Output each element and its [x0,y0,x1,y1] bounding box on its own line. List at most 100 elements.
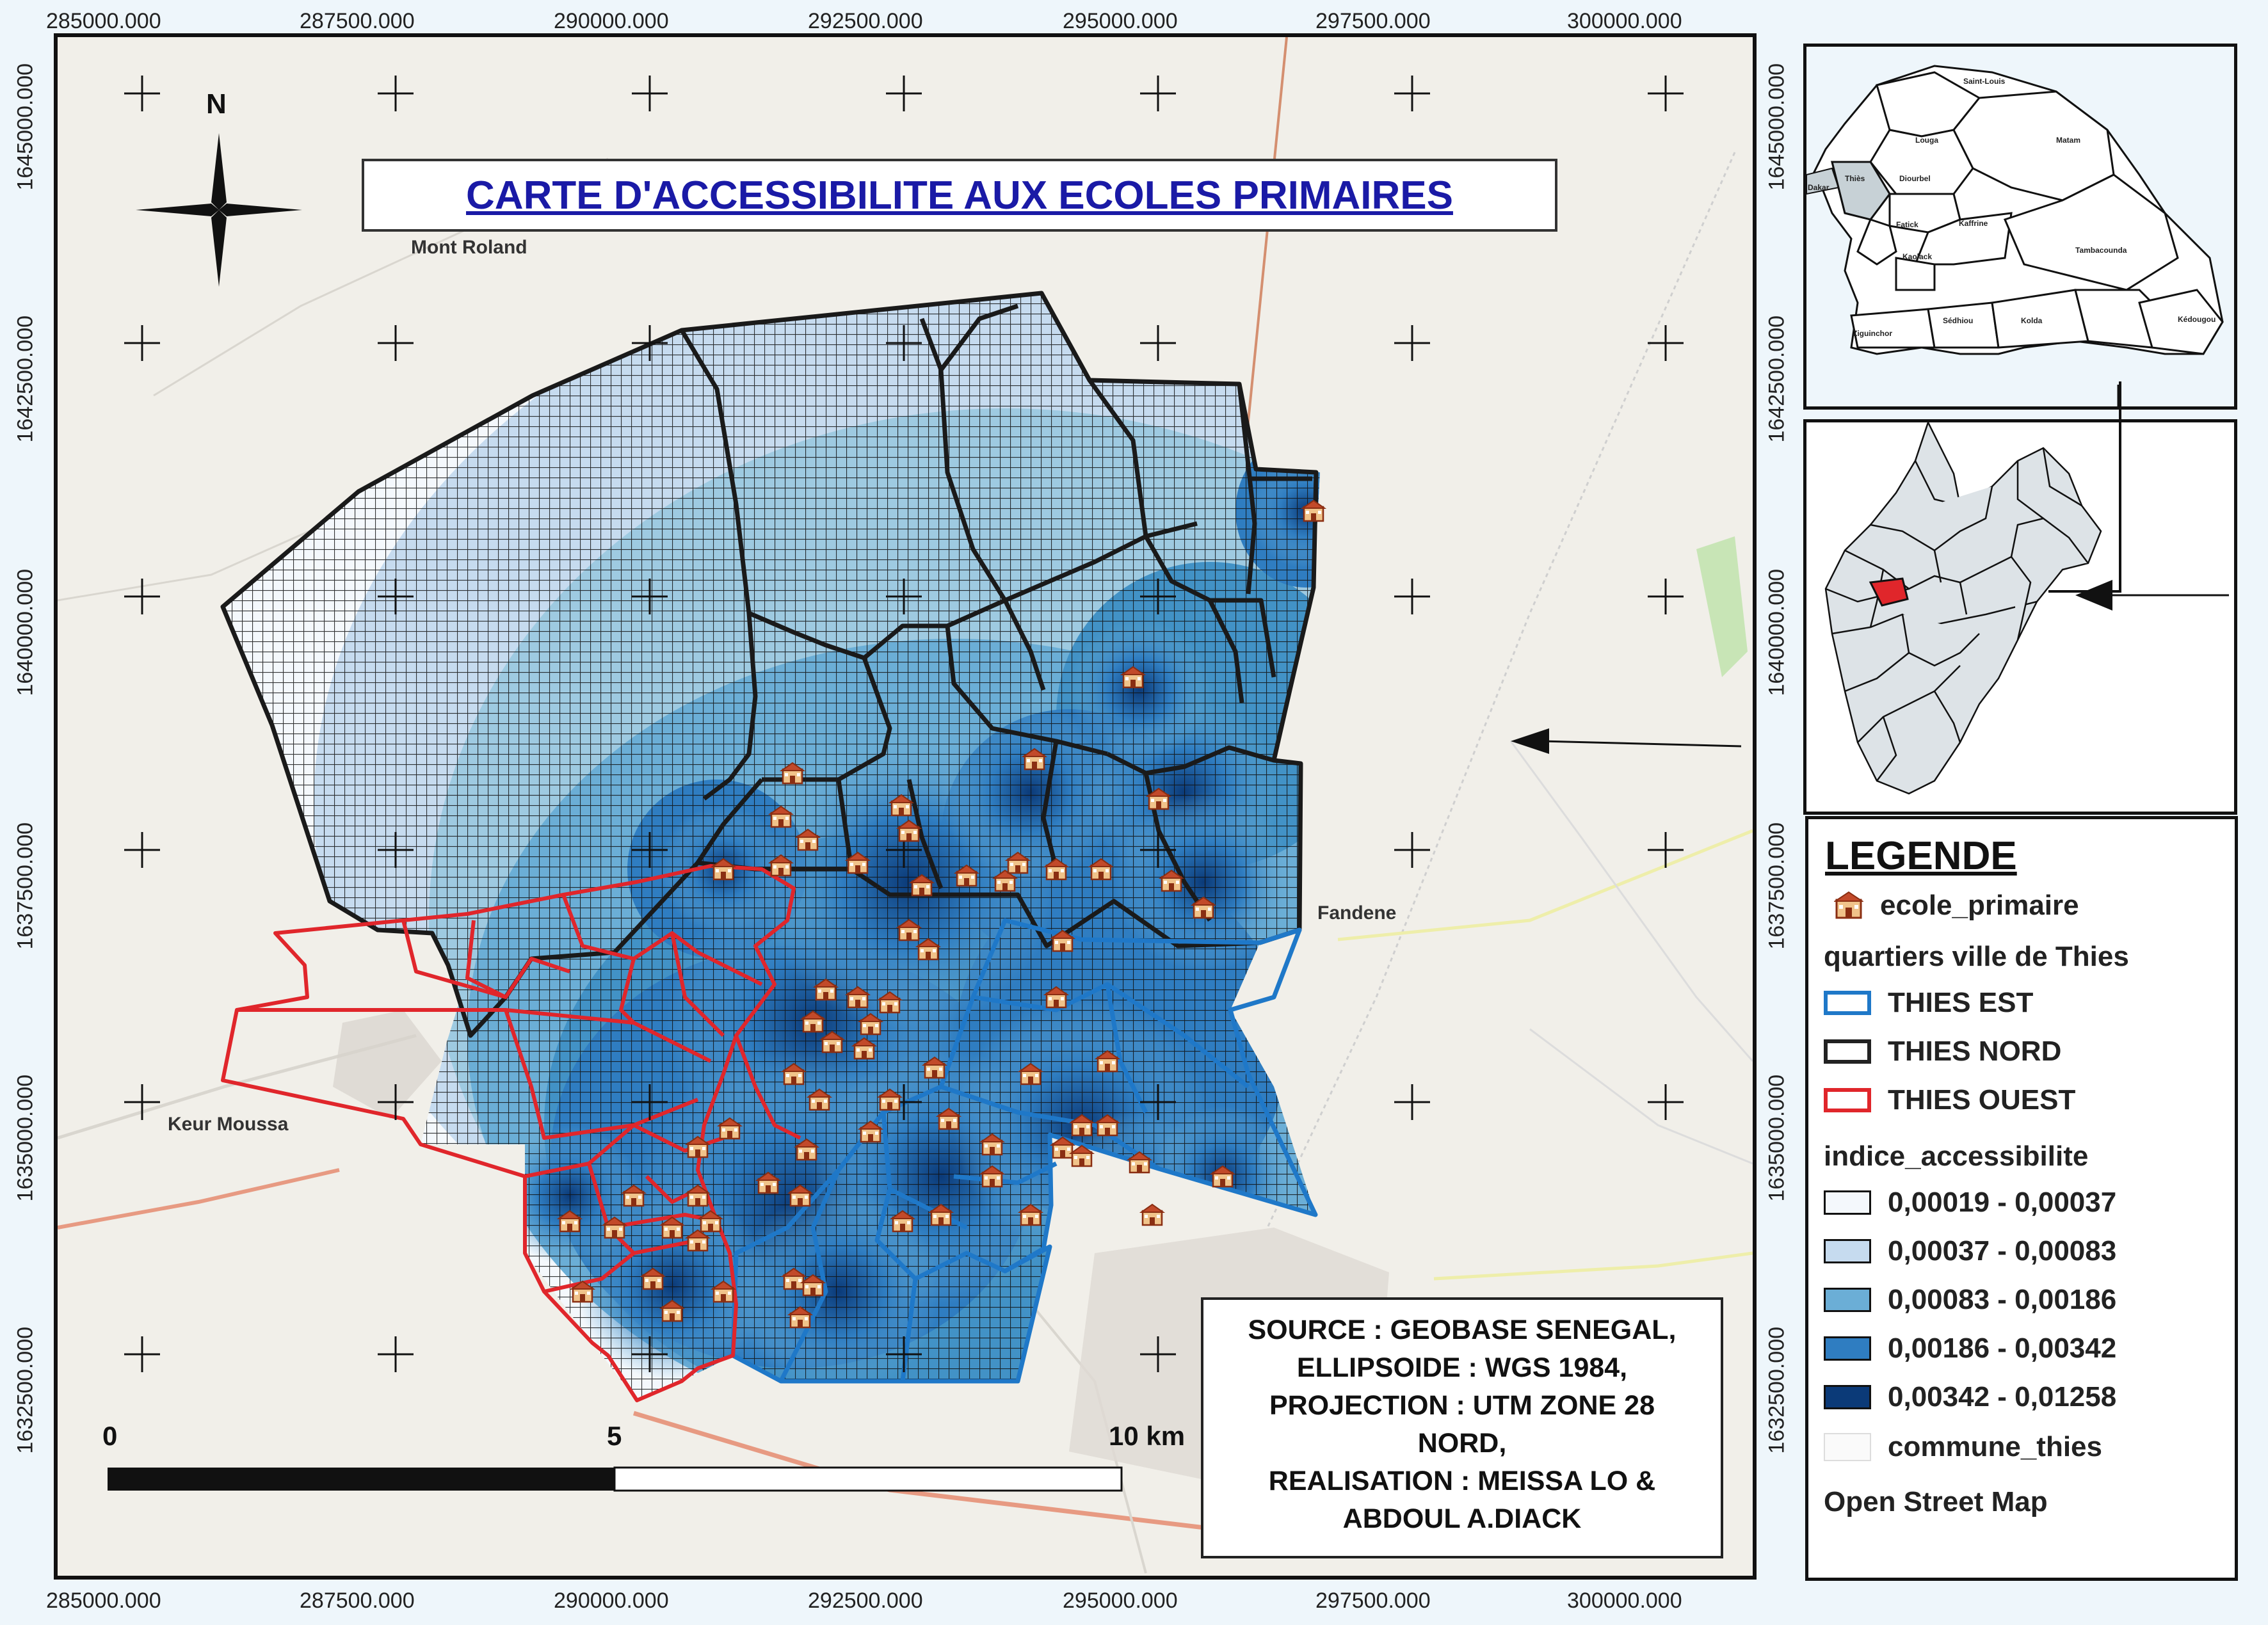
school-marker [915,938,942,961]
school-marker [1068,1114,1095,1137]
school-marker [779,762,806,785]
legend-title: LEGENDE [1825,834,2017,878]
legend-class-1-label: 0,00019 - 0,00037 [1888,1187,2117,1218]
y-tick-right-1: 1645000.000 [1764,63,1789,191]
scale-bar [108,1466,1123,1492]
region-thies: Thiès [1845,174,1865,183]
x-tick-bottom-4: 292500.000 [808,1589,923,1613]
legend-commune-label: commune_thies [1888,1431,2102,1462]
legend-class-2-label: 0,00037 - 0,00083 [1888,1235,2117,1267]
school-marker [1120,666,1146,689]
place-mont-roland: Mont Roland [411,237,527,258]
school-marker [684,1184,711,1207]
school-marker [812,978,839,1001]
region-kaolack: Kaolack [1902,252,1932,261]
x-tick-bottom-3: 290000.000 [554,1589,669,1613]
school-marker [768,854,794,877]
school-marker [780,1267,807,1290]
legend-thies-ouest-label: THIES OUEST [1888,1084,2076,1116]
locator-arrow [1511,728,1742,754]
green-area [1696,536,1748,677]
school-marker [556,1210,583,1233]
inset-connector-h [2048,590,2121,593]
inset-senegal-map: Saint-Louis Louga Matam Thiès Diourbel F… [1803,44,2237,410]
x-tick-top-2: 287500.000 [300,9,415,33]
school-marker [1145,787,1172,810]
school-marker [800,1274,826,1297]
swatch-class-1 [1824,1190,1871,1215]
school-marker [1049,1136,1076,1159]
scale-label-zero: 0 [102,1421,118,1451]
region-tambacounda: Tambacounda [2075,246,2127,255]
swatch-class-3 [1824,1288,1871,1312]
north-arrow [136,133,302,287]
school-marker [896,819,922,842]
x-tick-top-6: 297500.000 [1315,9,1431,33]
scale-label-mid: 5 [607,1421,622,1451]
school-marker [620,1184,647,1207]
swatch-class-5 [1824,1385,1871,1409]
legend-thies-nord-row: THIES NORD [1824,1036,2061,1068]
school-marker [768,805,794,828]
y-tick-left-1: 1645000.000 [13,63,38,191]
x-tick-bottom-5: 295000.000 [1063,1589,1178,1613]
school-marker [1139,1203,1166,1226]
school-marker [1049,929,1076,952]
legend-class-4-label: 0,00186 - 0,00342 [1888,1333,2117,1364]
legend-thies-est-row: THIES EST [1824,987,2033,1019]
legend-class-1-row: 0,00019 - 0,00037 [1824,1187,2116,1219]
school-marker [601,1216,628,1239]
inset-connector-line [2119,381,2121,593]
school-marker [889,1210,916,1233]
school-marker [684,1135,711,1158]
legend-commune-row: commune_thies [1824,1431,2102,1463]
legend-thies-est-label: THIES EST [1888,987,2034,1018]
swatch-class-4 [1824,1336,1871,1361]
school-marker [639,1267,666,1290]
school-marker [780,1062,807,1085]
source-line-2: ELLIPSOIDE : WGS 1984, [1296,1352,1628,1383]
region-louga: Louga [1915,136,1938,145]
legend-thies-nord-label: THIES NORD [1888,1036,2062,1067]
school-marker [1088,858,1114,881]
x-tick-top-1: 285000.000 [46,9,161,33]
y-tick-right-2: 1642500.000 [1764,315,1789,443]
legend-quartiers-heading: quartiers ville de Thies [1824,941,2129,972]
x-tick-top-7: 300000.000 [1567,9,1682,33]
school-marker [806,1088,833,1111]
x-tick-bottom-1: 285000.000 [46,1589,161,1613]
region-diourbel: Diourbel [1899,174,1931,183]
legend-panel: LEGENDE ecole_primaire quartiers ville d… [1805,816,2238,1581]
swatch-thies-est [1824,991,1871,1015]
school-marker [992,869,1018,892]
x-tick-bottom-2: 287500.000 [300,1589,415,1613]
school-marker [876,991,903,1014]
legend-basemap-label: Open Street Map [1824,1486,2048,1517]
thies-commune-highlight [1869,577,1909,607]
school-marker [697,1210,724,1233]
legend-school-label: ecole_primaire [1880,890,2079,921]
legend-class-5-row: 0,00342 - 0,01258 [1824,1381,2116,1413]
thies-nord-quartiers [220,291,1319,1038]
school-marker [793,1138,820,1161]
school-marker [928,1203,954,1226]
school-marker [857,1120,884,1143]
school-marker [888,794,915,817]
region-matam: Matam [2056,136,2080,145]
x-tick-bottom-6: 297500.000 [1315,1589,1431,1613]
map-title-box: CARTE D'ACCESSIBILITE AUX ECOLES PRIMAIR… [362,159,1557,232]
main-map[interactable]: N CARTE D'ACCESSIBILITE AUX ECOLES PRIMA… [54,33,1757,1580]
school-marker [844,986,871,1009]
legend-indice-heading: indice_accessibilite [1824,1141,2089,1172]
source-line-1: SOURCE : GEOBASE SENEGAL, [1248,1315,1677,1345]
inset-thies-map [1803,419,2237,815]
legend-school-row: ecole_primaire [1834,890,2079,922]
school-marker [1017,1062,1044,1085]
school-marker [787,1306,814,1329]
school-marker [1190,896,1217,919]
region-kolda: Kolda [2021,316,2043,325]
place-fandene: Fandene [1317,902,1397,924]
y-tick-right-5: 1635000.000 [1764,1074,1789,1202]
school-marker [857,1013,884,1036]
school-marker [716,1117,743,1140]
